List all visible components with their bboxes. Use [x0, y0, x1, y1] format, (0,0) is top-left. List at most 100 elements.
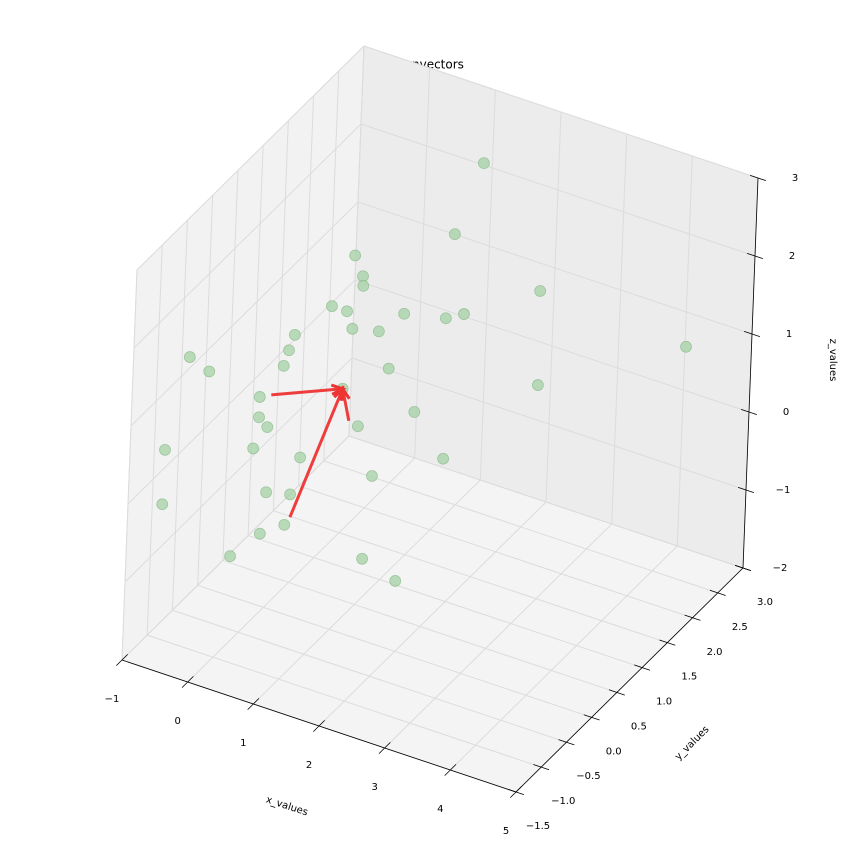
y-tick	[583, 714, 600, 721]
x-tick	[181, 676, 194, 688]
point	[372, 325, 385, 338]
x-tick-label: 3	[371, 782, 377, 793]
point	[437, 452, 450, 465]
point	[398, 307, 411, 320]
y-tick-label: 3.0	[757, 597, 773, 608]
z-tick	[743, 330, 761, 338]
point	[277, 359, 290, 372]
x-tick-label: 2	[306, 760, 312, 771]
point	[183, 351, 196, 363]
grid-line	[136, 45, 365, 271]
point	[253, 527, 266, 540]
point	[534, 285, 547, 297]
y-tick-label: 0.5	[631, 721, 647, 732]
point	[253, 391, 266, 403]
point	[477, 157, 490, 170]
grid-line	[348, 45, 365, 437]
x-tick	[444, 764, 457, 776]
point	[389, 575, 402, 587]
x-tick-label: 1	[240, 738, 246, 749]
grid-line	[187, 457, 416, 683]
grid-line	[384, 523, 613, 749]
z-tick-label: −1	[776, 485, 791, 496]
point	[366, 470, 378, 482]
y-tick	[684, 614, 701, 621]
grid-line	[357, 201, 753, 335]
grid-line	[272, 120, 289, 511]
grid-line	[545, 111, 562, 503]
z-tick	[740, 408, 758, 416]
grid-line	[222, 170, 239, 561]
x-tick-label: −1	[105, 694, 120, 705]
z-tick-label: −2	[773, 563, 788, 574]
grid-line	[197, 195, 214, 586]
eigenvector	[288, 388, 345, 518]
point	[278, 518, 291, 531]
x-tick	[313, 720, 325, 732]
grid-line	[247, 535, 643, 669]
point	[356, 552, 369, 565]
grid-line	[360, 123, 756, 257]
grid-line	[146, 245, 163, 636]
point	[247, 442, 260, 455]
y-tick	[709, 589, 726, 596]
y-tick	[507, 788, 525, 796]
point	[382, 362, 395, 375]
grid-line	[298, 485, 693, 619]
point	[203, 365, 216, 378]
y-tick-label: 2.0	[707, 647, 723, 658]
z-tick	[749, 174, 767, 182]
point	[352, 420, 364, 433]
y-tick-label: 2.5	[732, 622, 748, 633]
y-tick-label: 1.5	[681, 672, 697, 683]
z-tick-label: 3	[792, 173, 798, 184]
y-tick-label: 1.0	[656, 697, 672, 708]
eigenvector	[271, 387, 343, 397]
point	[349, 249, 362, 262]
point	[346, 322, 359, 335]
y-tick	[659, 639, 676, 646]
grid-line	[298, 95, 315, 486]
point	[253, 411, 265, 424]
point	[260, 486, 273, 499]
y-tick	[634, 664, 651, 671]
z-axis-label: z_values	[827, 339, 838, 382]
point	[284, 488, 297, 501]
grid-line	[121, 269, 138, 661]
grid-line	[130, 201, 359, 427]
grid-line	[354, 279, 750, 413]
x-tick-label: 4	[437, 804, 443, 815]
y-tick	[558, 739, 575, 746]
y-tick-label: 0.0	[606, 746, 622, 757]
point	[458, 308, 470, 320]
point	[531, 379, 544, 391]
eigenvector-head	[338, 384, 351, 401]
grid-line	[273, 510, 668, 644]
point	[326, 300, 338, 313]
y-tick-label: −0.5	[576, 771, 600, 782]
z-tick-label: 0	[783, 407, 789, 418]
grid-line	[611, 133, 628, 525]
point	[156, 498, 169, 511]
z-axis	[742, 177, 759, 569]
grid-line	[172, 609, 567, 743]
point	[449, 228, 461, 241]
y-tick-label: −1.0	[551, 796, 575, 807]
point	[159, 443, 171, 456]
x-axis-label: x_values	[264, 795, 309, 819]
y-tick	[533, 764, 550, 771]
grid-line	[323, 460, 718, 594]
x-tick-label: 5	[503, 826, 509, 837]
grid-line	[323, 70, 340, 461]
x-tick	[247, 698, 260, 710]
eigenvector	[341, 388, 351, 422]
grid-line	[133, 123, 362, 349]
grid-line	[124, 357, 353, 583]
grid-line	[351, 357, 747, 491]
z-tick	[734, 564, 752, 572]
point	[357, 279, 370, 292]
x-tick	[378, 742, 391, 754]
grid-line	[479, 89, 496, 481]
point	[341, 305, 353, 318]
